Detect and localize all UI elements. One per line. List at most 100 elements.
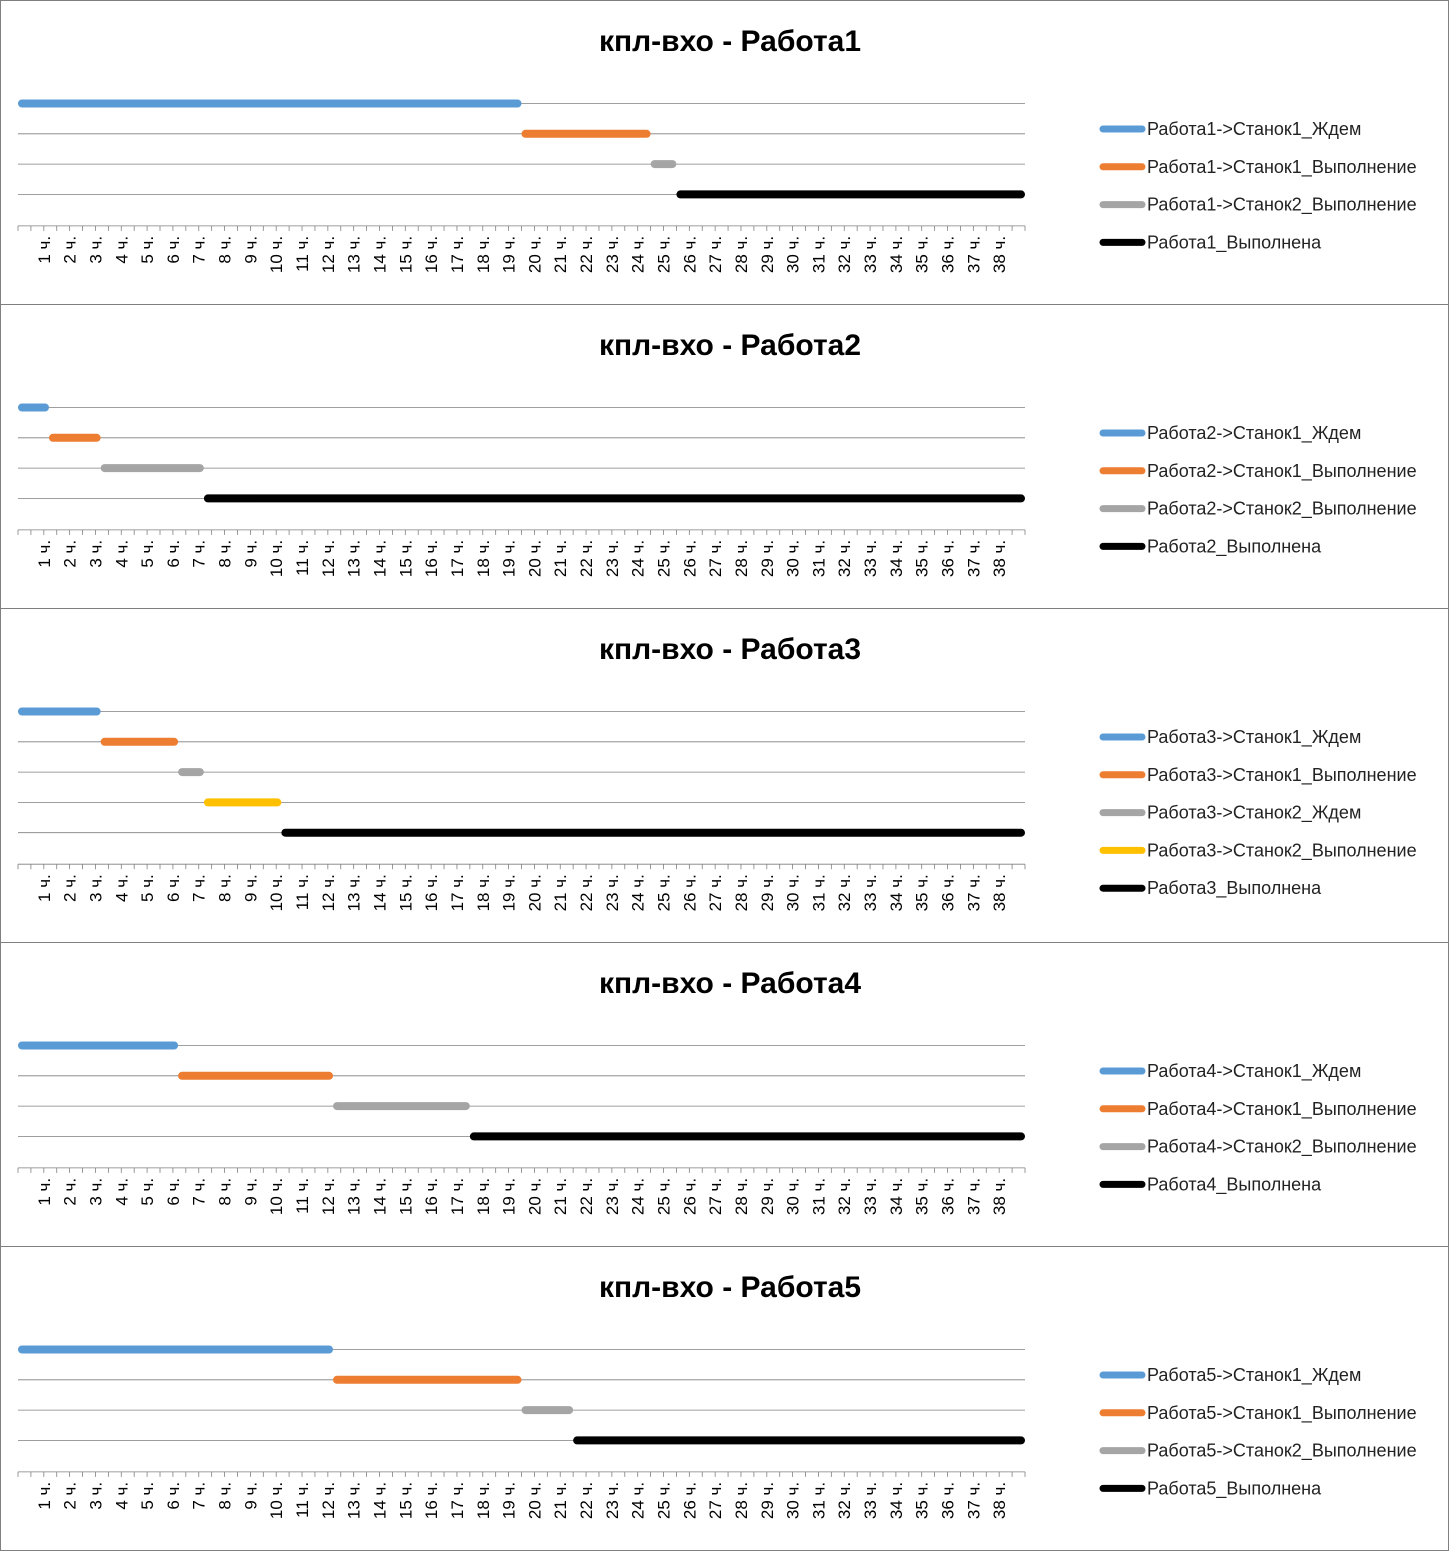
legend-label: Работа3_Выполнена [1147,878,1322,899]
x-tick-label: 19 ч. [500,1178,519,1215]
legend-label: Работа5->Станок1_Выполнение [1147,1403,1417,1424]
legend-label: Работа2_Выполнена [1147,536,1322,557]
x-tick-label: 34 ч. [887,1482,906,1519]
x-tick-label: 37 ч. [964,1482,983,1519]
legend-label: Работа1->Станок2_Выполнение [1147,195,1417,216]
x-tick-label: 6 ч. [164,540,183,568]
x-tick-label: 16 ч. [422,236,441,273]
x-tick-label: 15 ч. [396,874,415,911]
x-tick-label: 28 ч. [732,1178,751,1215]
x-tick-label: 33 ч. [861,874,880,911]
x-tick-label: 5 ч. [138,874,157,902]
x-tick-label: 27 ч. [706,1482,725,1519]
x-tick-label: 4 ч. [112,1482,131,1510]
chart-title: кпл-вхо - Работа1 [599,25,861,58]
x-tick-label: 7 ч. [190,874,209,902]
x-tick-label: 37 ч. [964,540,983,577]
x-tick-label: 8 ч. [216,1178,235,1206]
x-tick-label: 34 ч. [887,540,906,577]
x-tick-label: 17 ч. [448,1178,467,1215]
x-tick-label: 18 ч. [474,540,493,577]
x-tick-label: 11 ч. [293,1482,312,1518]
x-tick-label: 17 ч. [448,236,467,273]
x-tick-label: 24 ч. [629,540,648,577]
x-tick-label: 30 ч. [784,874,803,911]
x-tick-label: 20 ч. [525,874,544,911]
legend-label: Работа5->Станок2_Выполнение [1147,1441,1417,1462]
x-tick-label: 18 ч. [474,874,493,911]
x-tick-label: 7 ч. [190,1178,209,1206]
x-tick-label: 8 ч. [216,1482,235,1510]
x-tick-label: 32 ч. [835,1178,854,1215]
x-tick-label: 31 ч. [809,1178,828,1215]
x-tick-label: 33 ч. [861,540,880,577]
x-tick-label: 5 ч. [138,540,157,568]
legend-label: Работа5_Выполнена [1147,1478,1322,1499]
x-tick-label: 32 ч. [835,1482,854,1519]
legend-label: Работа1->Станок1_Выполнение [1147,157,1417,178]
x-tick-label: 15 ч. [396,540,415,577]
x-tick-label: 13 ч. [345,874,364,911]
legend-label: Работа3->Станок2_Выполнение [1147,840,1417,861]
x-tick-label: 15 ч. [396,1178,415,1215]
x-tick-label: 26 ч. [680,1482,699,1519]
x-tick-label: 14 ч. [370,236,389,273]
legend-label: Работа4_Выполнена [1147,1174,1322,1195]
x-tick-label: 21 ч. [551,874,570,911]
x-tick-label: 24 ч. [629,236,648,273]
x-tick-label: 12 ч. [319,1482,338,1519]
x-tick-label: 1 ч. [35,540,54,568]
x-tick-label: 16 ч. [422,1482,441,1519]
x-tick-label: 32 ч. [835,874,854,911]
x-tick-label: 20 ч. [525,1482,544,1519]
x-tick-label: 12 ч. [319,236,338,273]
x-tick-label: 26 ч. [680,1178,699,1215]
x-tick-label: 30 ч. [784,236,803,273]
x-tick-label: 15 ч. [396,236,415,273]
x-tick-label: 27 ч. [706,1178,725,1215]
x-tick-label: 12 ч. [319,874,338,911]
x-tick-label: 38 ч. [990,1482,1009,1519]
x-tick-label: 5 ч. [138,236,157,264]
legend-label: Работа5->Станок1_Ждем [1147,1365,1361,1386]
x-tick-label: 23 ч. [603,236,622,273]
x-tick-label: 14 ч. [370,1482,389,1519]
x-tick-label: 28 ч. [732,540,751,577]
x-tick-label: 22 ч. [577,540,596,577]
chart-panel-rabota4: кпл-вхо - Работа4 1 ч. 2 ч. 3 ч. 4 ч. 5 ч. 6 ч… [0,942,1449,1247]
x-tick-label: 28 ч. [732,236,751,273]
x-tick-label: 16 ч. [422,540,441,577]
x-tick-label: 12 ч. [319,540,338,577]
x-tick-label: 21 ч. [551,1482,570,1519]
x-tick-label: 4 ч. [112,236,131,264]
x-tick-label: 33 ч. [861,1178,880,1215]
x-tick-label: 28 ч. [732,1482,751,1519]
x-tick-label: 10 ч. [267,1482,286,1519]
x-tick-label: 37 ч. [964,1178,983,1215]
x-tick-label: 23 ч. [603,1482,622,1519]
x-tick-label: 25 ч. [655,1482,674,1519]
x-tick-label: 15 ч. [396,1482,415,1519]
x-tick-label: 22 ч. [577,1482,596,1519]
x-tick-label: 3 ч. [86,236,105,264]
x-tick-label: 21 ч. [551,1178,570,1215]
x-tick-label: 18 ч. [474,1178,493,1215]
x-tick-label: 4 ч. [112,540,131,568]
x-tick-label: 2 ч. [61,1178,80,1206]
x-tick-label: 33 ч. [861,1482,880,1519]
x-tick-label: 8 ч. [216,236,235,264]
x-tick-label: 1 ч. [35,236,54,264]
gantt-chart-rabota1: кпл-вхо - Работа1 1 ч. 2 ч. 3 ч. 4 ч. 5 ч. 6 ч… [17,25,1417,273]
x-tick-label: 7 ч. [190,540,209,568]
x-tick-label: 38 ч. [990,540,1009,577]
x-tick-label: 19 ч. [500,236,519,273]
x-tick-label: 5 ч. [138,1482,157,1510]
x-tick-label: 27 ч. [706,236,725,273]
x-tick-label: 35 ч. [913,1178,932,1215]
x-tick-label: 1 ч. [35,874,54,902]
x-tick-label: 29 ч. [758,540,777,577]
x-tick-label: 26 ч. [680,874,699,911]
x-tick-label: 35 ч. [913,540,932,577]
legend-label: Работа4->Станок1_Выполнение [1147,1099,1417,1120]
x-tick-label: 17 ч. [448,874,467,911]
